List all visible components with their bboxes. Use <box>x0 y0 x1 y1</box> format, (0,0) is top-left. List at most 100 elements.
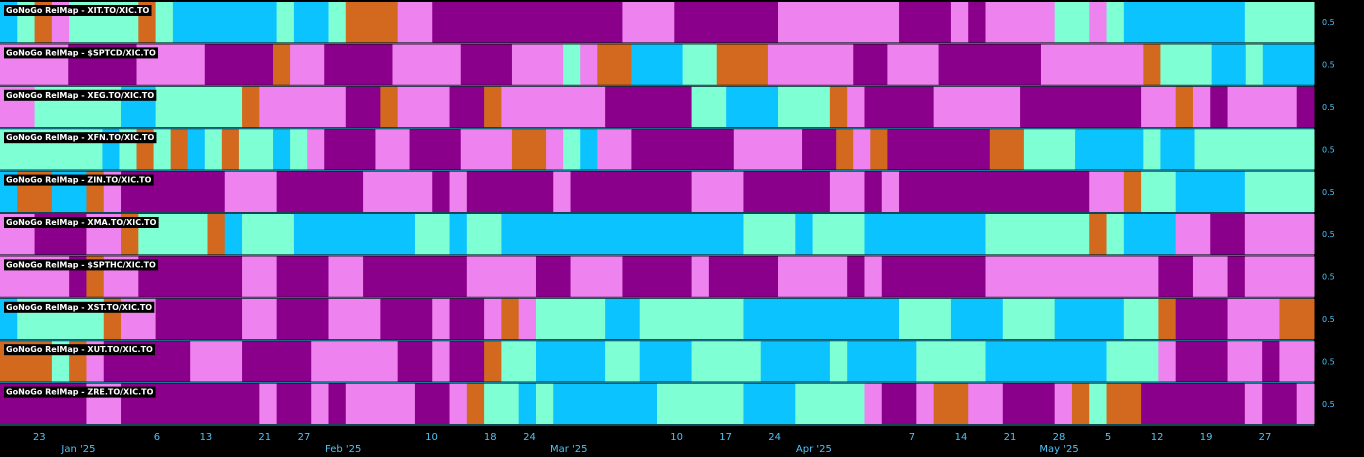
panel-6-segment-18 <box>881 256 986 297</box>
panel-7-segment-24 <box>1175 298 1229 340</box>
panel-0-segment-6 <box>155 2 174 43</box>
panel-5-segment-20 <box>1106 214 1125 255</box>
panel-4-segment-20 <box>1089 171 1125 212</box>
x-tick-label: 19 <box>1200 432 1213 443</box>
panel-2-segment-23 <box>1175 86 1194 128</box>
panel-5-segment-8 <box>293 214 416 255</box>
panel-2-segment-18 <box>847 86 865 128</box>
panel-2-segment-24 <box>1192 86 1211 128</box>
panel-8-segment-23 <box>1106 341 1159 382</box>
panel-3-segment-4 <box>153 129 172 170</box>
panel-7-segment-13 <box>518 298 537 340</box>
x-month-label: May '25 <box>1039 444 1078 455</box>
panel-0-segment-22 <box>1054 2 1090 43</box>
panel-1-segment-8 <box>460 44 513 85</box>
panel-2-segment-5 <box>242 86 260 128</box>
panel-0-segment-25 <box>1123 2 1246 43</box>
x-tick-label: 12 <box>1151 432 1164 443</box>
panel-3-segment-18 <box>546 129 564 170</box>
panel-9-label: GoNoGo RelMap - ZRE.TO/XIC.TO <box>6 388 154 397</box>
panel-5-segment-13 <box>553 214 744 255</box>
panel-3-segment-29 <box>938 129 991 170</box>
panel-2-segment-25 <box>1210 86 1229 128</box>
panel-9-segment-17 <box>795 383 831 424</box>
panel-1-segment-10 <box>563 44 581 85</box>
panel-8-label-bg <box>4 344 156 356</box>
panel-6-segment-16 <box>847 256 865 297</box>
panel-3-segment-27 <box>870 129 888 170</box>
x-tick-label: 5 <box>1105 432 1111 443</box>
panel-2-segment-15 <box>726 86 779 128</box>
panel-5-segment-22 <box>1175 214 1211 255</box>
panel-2-segment-11 <box>484 86 502 128</box>
panel-9-segment-16 <box>743 383 796 424</box>
panel-9-segment-8 <box>414 383 451 424</box>
panel-5-label-bg <box>4 217 159 228</box>
panel-8-value-label: 0.5 <box>1322 357 1335 366</box>
panel-0: GoNoGo RelMap - XIT.TO/XIC.TO 0.5 <box>0 2 1335 44</box>
panel-2-label-bg <box>4 89 157 101</box>
panel-4-segment-22 <box>1141 171 1177 212</box>
panel-8-segment-24 <box>1158 341 1177 382</box>
x-month-label: Jan '25 <box>60 444 95 455</box>
panel-3-segment-34 <box>1160 129 1196 170</box>
panel-8-segment-26 <box>1227 341 1263 382</box>
x-tick-label: 23 <box>33 432 46 443</box>
panel-4-segment-11 <box>466 171 554 212</box>
x-tick-label: 10 <box>425 432 438 443</box>
panel-7-segment-21 <box>1054 298 1125 340</box>
x-tick-label: 27 <box>1259 432 1272 443</box>
panel-2-segment-13 <box>605 86 693 128</box>
panel-3-value-label: 0.5 <box>1322 145 1335 154</box>
panel-9-segment-22 <box>933 383 969 424</box>
panel-4-segment-19 <box>899 171 1090 212</box>
panel-7-segment-16 <box>639 298 744 340</box>
x-tick-label: 27 <box>298 432 311 443</box>
panel-7-segment-25 <box>1227 298 1280 340</box>
panel-5-segment-17 <box>864 214 986 255</box>
x-tick-label: 14 <box>955 432 968 443</box>
panel-8: GoNoGo RelMap - XUT.TO/XIC.TO 0.5 <box>0 341 1335 384</box>
panel-4-segment-8 <box>363 171 433 212</box>
panel-7-segment-17 <box>743 298 900 340</box>
x-month-label: Feb '25 <box>325 444 361 455</box>
panel-4-segment-24 <box>1244 171 1315 212</box>
panel-2-segment-21 <box>1020 86 1142 128</box>
panel-6-segment-10 <box>535 256 572 297</box>
panel-4-segment-13 <box>570 171 693 212</box>
panel-4-label-bg <box>4 174 154 186</box>
panel-4: GoNoGo RelMap - ZIN.TO/XIC.TO 0.5 <box>0 171 1335 214</box>
panel-8-segment-20 <box>847 341 917 382</box>
x-tick-label: 6 <box>154 432 160 443</box>
panel-0-segment-21 <box>985 2 1056 43</box>
panel-4-segment-6 <box>224 171 278 212</box>
panel-6-segment-6 <box>276 256 329 297</box>
panel-9-segment-26 <box>1071 383 1090 424</box>
panel-2-segment-10 <box>449 86 485 128</box>
panel-0-label-bg <box>4 5 152 16</box>
panel-1-segment-13 <box>631 44 684 85</box>
panel-9-segment-24 <box>1002 383 1056 424</box>
panel-3-segment-11 <box>290 129 308 170</box>
panel-5-segment-24 <box>1244 214 1315 255</box>
panel-2-segment-8 <box>380 86 399 128</box>
panel-0-segment-17 <box>778 2 900 43</box>
panel-0-value-label: 0.5 <box>1322 18 1335 27</box>
panel-4-segment-17 <box>864 171 883 212</box>
panel-9-segment-14 <box>553 383 658 424</box>
panel-9-segment-11 <box>484 383 520 424</box>
panel-8-segment-25 <box>1175 341 1229 382</box>
panel-3-segment-17 <box>511 129 547 170</box>
panel-9-segment-3 <box>259 383 278 424</box>
panel-9-segment-13 <box>535 383 554 424</box>
x-month-label: Mar '25 <box>550 444 588 455</box>
panel-5-segment-11 <box>466 214 502 255</box>
panel-9-segment-25 <box>1054 383 1073 424</box>
panel-9-segment-18 <box>829 383 865 424</box>
panel-8-segment-13 <box>501 341 537 382</box>
panel-8-segment-27 <box>1262 341 1280 382</box>
panel-3-segment-25 <box>836 129 854 170</box>
panel-6: GoNoGo RelMap - $SPTHC/XIC.TO 0.5 <box>0 256 1335 299</box>
panel-9-segment-15 <box>657 383 744 424</box>
panel-7-label-bg <box>4 301 155 313</box>
